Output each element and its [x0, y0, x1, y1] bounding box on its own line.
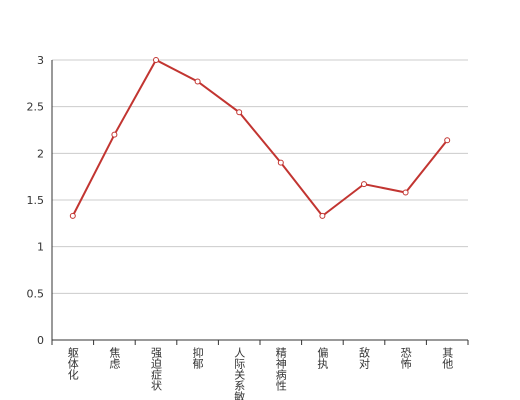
y-tick-label: 3: [37, 54, 44, 67]
x-tick-label: 抑郁: [191, 346, 204, 369]
point: [111, 131, 118, 138]
point: [361, 181, 367, 188]
y-tick-label: 0: [37, 334, 44, 347]
point: [277, 159, 284, 166]
x-tick-label: 其他: [441, 347, 454, 369]
x-tick-label: 焦虑: [108, 347, 121, 369]
x-tick-label: 躯体化: [66, 347, 79, 381]
point: [319, 212, 326, 219]
x-tick-label: 人际关系敏感: [233, 347, 246, 400]
point: [194, 78, 201, 85]
x-tick-label: 强迫症状: [150, 347, 163, 391]
point: [444, 137, 451, 144]
y-tick-label: 1.5: [27, 194, 45, 207]
y-tick-label: 0.5: [27, 287, 45, 300]
y-tick-label: 2.5: [27, 101, 45, 114]
x-tick-label: 偏执: [316, 346, 329, 370]
point: [69, 212, 76, 219]
x-tick-label: 恐怖: [399, 347, 412, 369]
point: [402, 189, 409, 196]
line: [71, 58, 448, 218]
point: [236, 109, 243, 116]
y-tick-label: 1: [37, 241, 44, 254]
point: [153, 57, 159, 63]
y-tick-label: 2: [37, 147, 44, 160]
x-tick-label: 精神病性: [274, 347, 287, 392]
x-tick-label: 敌对: [358, 346, 371, 369]
